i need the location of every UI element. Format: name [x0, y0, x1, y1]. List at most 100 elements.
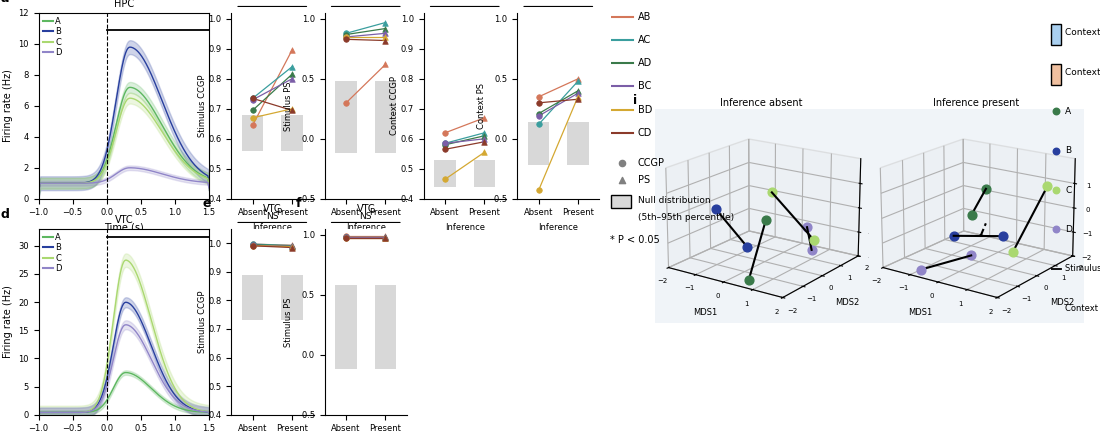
Bar [282, 275, 303, 321]
Point [244, 96, 262, 103]
X-axis label: Time (s): Time (s) [103, 223, 144, 233]
Legend: A, B, C, D: A, B, C, D [43, 17, 62, 57]
Bar [282, 115, 303, 151]
Text: *: * [363, 0, 368, 5]
Text: VTC: VTC [356, 204, 375, 214]
Point [244, 114, 262, 121]
Point [338, 36, 355, 43]
Bar [375, 285, 396, 369]
Point [338, 30, 355, 37]
X-axis label: Inference: Inference [444, 223, 485, 232]
Text: NS: NS [266, 212, 278, 221]
Y-axis label: Context CCGP: Context CCGP [390, 76, 399, 135]
FancyBboxPatch shape [1050, 64, 1062, 85]
Point [376, 25, 394, 32]
Point [569, 90, 586, 97]
Point [475, 114, 493, 121]
Text: D: D [1065, 225, 1072, 234]
Text: B: B [1065, 146, 1071, 155]
FancyBboxPatch shape [1050, 25, 1062, 45]
Text: Context 2: Context 2 [1065, 68, 1100, 76]
Point [437, 141, 454, 148]
Point [244, 122, 262, 129]
X-axis label: MDS1: MDS1 [693, 308, 717, 317]
Y-axis label: Firing rate (Hz): Firing rate (Hz) [2, 70, 13, 142]
Point [530, 113, 548, 120]
X-axis label: MDS1: MDS1 [908, 308, 932, 317]
Point [376, 234, 394, 241]
Text: d: d [1, 208, 10, 221]
Point [338, 233, 355, 240]
Text: * P < 0.05: * P < 0.05 [610, 235, 660, 245]
Bar [528, 122, 549, 165]
Point [244, 241, 262, 248]
Point [338, 33, 355, 40]
Y-axis label: Stimulus CCGP: Stimulus CCGP [198, 75, 207, 137]
Point [530, 121, 548, 128]
Point [283, 107, 300, 114]
Point [475, 135, 493, 142]
Text: BD: BD [638, 105, 652, 114]
Bar [474, 160, 495, 187]
Point [475, 138, 493, 145]
Point [338, 234, 355, 241]
Point [376, 61, 394, 68]
Text: f: f [296, 197, 301, 210]
Y-axis label: MDS2: MDS2 [1049, 299, 1074, 308]
Point [283, 64, 300, 70]
Text: *: * [556, 0, 561, 5]
Text: CD: CD [638, 128, 652, 138]
Y-axis label: MDS2: MDS2 [835, 299, 859, 308]
Y-axis label: Stimulus PS: Stimulus PS [284, 81, 294, 130]
Point [338, 233, 355, 240]
Bar [336, 81, 356, 153]
Point [283, 242, 300, 249]
Bar [242, 115, 263, 151]
Point [283, 243, 300, 250]
X-axis label: Inference: Inference [252, 223, 293, 232]
Point [283, 76, 300, 83]
Point [437, 129, 454, 136]
Text: VTC: VTC [114, 215, 133, 225]
Point [244, 242, 262, 249]
X-axis label: Inference: Inference [345, 223, 386, 232]
Text: Context coding: Context coding [1065, 304, 1100, 312]
Point [475, 149, 493, 156]
Legend: A, B, C, D: A, B, C, D [43, 233, 62, 273]
Text: NS: NS [360, 212, 372, 221]
Point [437, 146, 454, 153]
Text: Null distribution: Null distribution [638, 196, 711, 205]
Y-axis label: Stimulus CCGP: Stimulus CCGP [198, 291, 207, 353]
Point [338, 234, 355, 241]
Title: Inference absent: Inference absent [720, 98, 803, 108]
Text: PS: PS [638, 175, 650, 185]
Point [376, 233, 394, 240]
Point [376, 234, 394, 241]
Text: A: A [1065, 107, 1071, 116]
Text: (5th–95th percentile): (5th–95th percentile) [638, 213, 734, 222]
Point [376, 37, 394, 44]
Point [530, 110, 548, 117]
Y-axis label: Stimulus PS: Stimulus PS [284, 297, 294, 346]
Point [530, 187, 548, 194]
Point [338, 235, 355, 241]
Bar [242, 275, 263, 321]
Point [376, 19, 394, 26]
Point [338, 31, 355, 38]
Point [283, 47, 300, 54]
Point [283, 71, 300, 78]
Text: Stimulus coding: Stimulus coding [1065, 264, 1100, 273]
Point [283, 244, 300, 251]
Point [283, 242, 300, 249]
Point [244, 241, 262, 248]
Point [283, 105, 300, 112]
Bar [434, 160, 455, 187]
Point [283, 243, 300, 250]
Text: AC: AC [638, 35, 651, 45]
Title: Inference present: Inference present [933, 98, 1020, 108]
Bar [375, 81, 396, 153]
Point [475, 129, 493, 136]
FancyBboxPatch shape [610, 195, 631, 208]
Point [376, 30, 394, 37]
Y-axis label: Firing rate (Hz): Firing rate (Hz) [2, 286, 12, 358]
